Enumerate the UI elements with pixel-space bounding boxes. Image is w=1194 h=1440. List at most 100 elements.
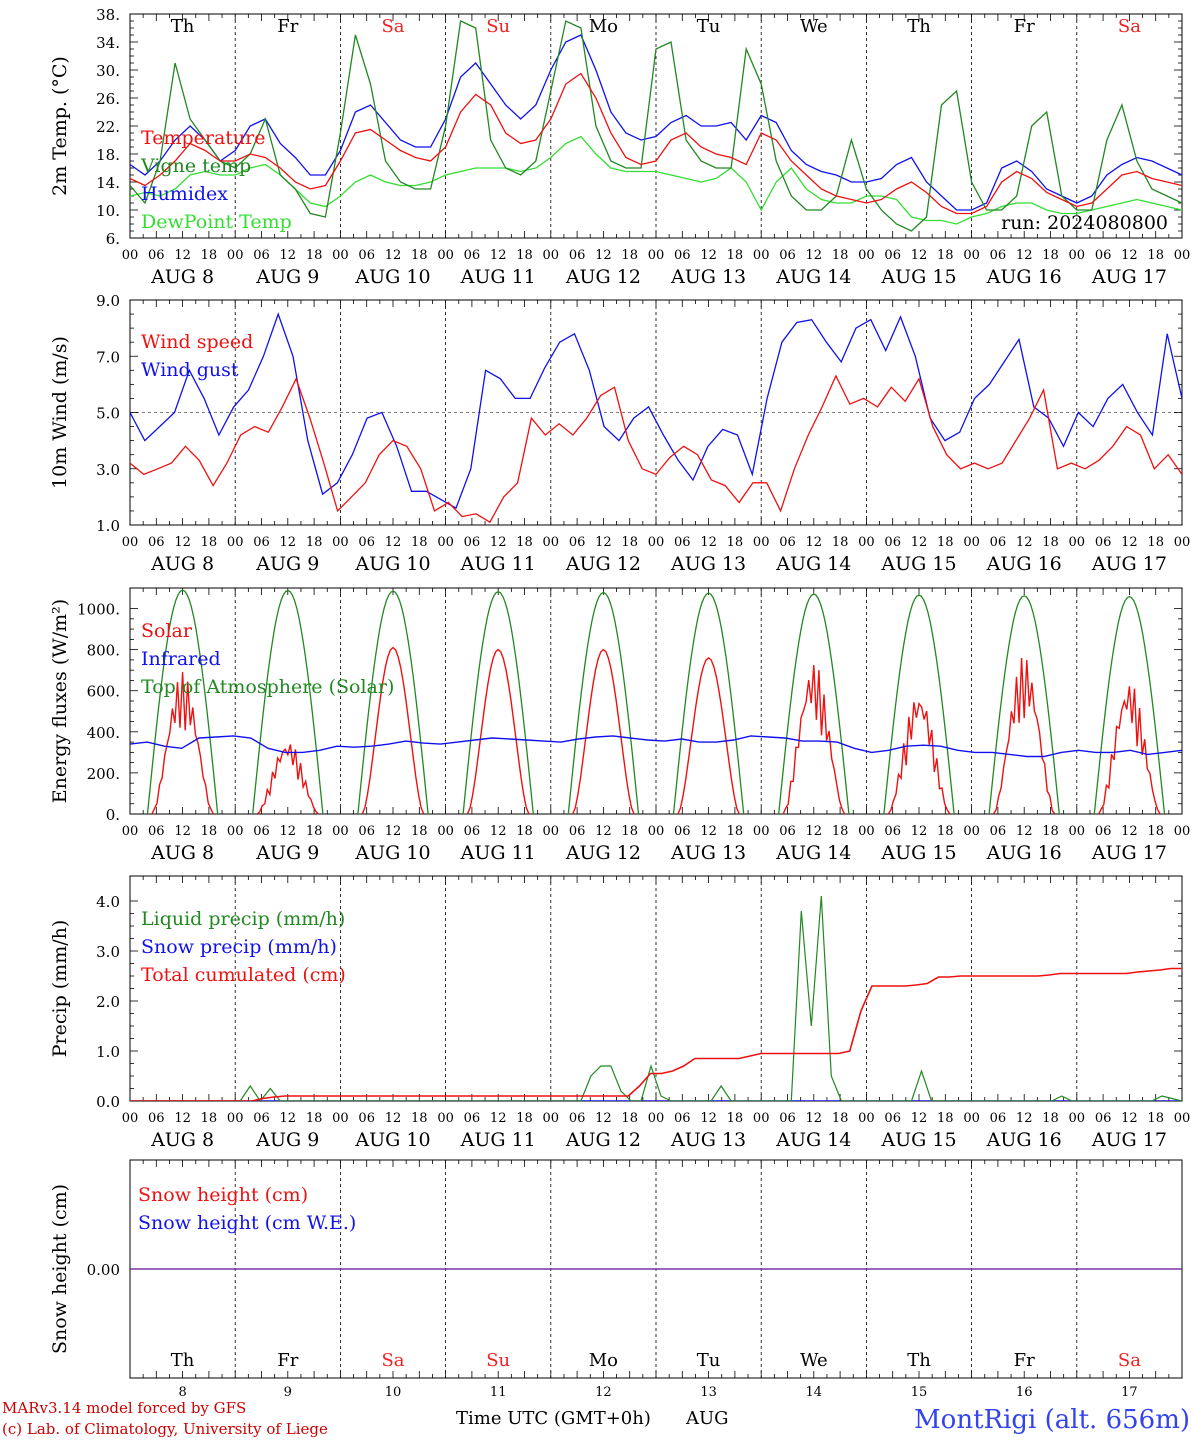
hour-label: 06	[990, 248, 1007, 263]
hour-label: 18	[411, 824, 428, 839]
date-label: AUG 17	[1091, 266, 1167, 288]
hour-label: 12	[1121, 535, 1138, 550]
hour-label: 18	[201, 1111, 218, 1126]
hour-label: 12	[1016, 824, 1033, 839]
hour-label: 00	[1174, 824, 1191, 839]
date-label: AUG 14	[775, 1129, 851, 1151]
hour-label: 00	[1174, 248, 1191, 263]
y-axis-label: Energy fluxes (W/m²)	[49, 599, 71, 803]
y-tick-label: 10.	[96, 202, 120, 220]
day-number-label: 15	[911, 1385, 928, 1400]
day-of-week-label: Th	[171, 1350, 195, 1371]
date-label: AUG 8	[150, 1129, 214, 1151]
hour-label: 06	[148, 824, 165, 839]
date-label: AUG 12	[565, 1129, 641, 1151]
hour-label: 00	[858, 1111, 875, 1126]
hour-label: 06	[990, 1111, 1007, 1126]
y-tick-label: 2.0	[96, 993, 120, 1011]
hour-label: 06	[779, 824, 796, 839]
solar-line	[361, 646, 425, 814]
legend-entry: Liquid precip (mm/h)	[141, 908, 345, 930]
y-axis-label: Precip (mm/h)	[49, 920, 71, 1058]
solar-line	[782, 665, 846, 814]
hour-label: 00	[227, 535, 244, 550]
date-label: AUG 12	[565, 553, 641, 575]
y-tick-label: 1.0	[96, 1043, 120, 1061]
y-tick-label: 14.	[96, 174, 120, 192]
y-tick-label: 18.	[96, 146, 120, 164]
hour-label: 00	[648, 535, 665, 550]
hour-label: 06	[884, 824, 901, 839]
hour-label: 18	[1042, 248, 1059, 263]
day-number-label: 11	[490, 1385, 507, 1400]
hour-label: 06	[884, 248, 901, 263]
hour-label: 18	[621, 824, 638, 839]
hour-label: 12	[174, 824, 191, 839]
station-name: MontRigi (alt. 656m)	[914, 1405, 1190, 1435]
hour-label: 06	[884, 1111, 901, 1126]
date-label: AUG 15	[880, 1129, 956, 1151]
y-tick-label: 26.	[96, 90, 120, 108]
day-of-week-label: Th	[171, 16, 195, 37]
hour-label: 06	[148, 1111, 165, 1126]
hour-label: 00	[543, 248, 560, 263]
hour-label: 18	[937, 824, 954, 839]
day-of-week-label: Fr	[1014, 1350, 1035, 1371]
hour-label: 18	[727, 824, 744, 839]
hour-label: 00	[648, 248, 665, 263]
hour-label: 12	[1121, 1111, 1138, 1126]
solar-line	[256, 744, 319, 814]
legend-entry: Top of Atmosphere (Solar)	[141, 676, 394, 698]
hour-label: 06	[779, 535, 796, 550]
date-label: AUG 17	[1091, 1129, 1167, 1151]
day-of-week-label: Sa	[1118, 16, 1141, 37]
y-axis-label: Snow height (cm)	[49, 1184, 71, 1354]
date-label: AUG 16	[986, 842, 1062, 864]
hour-label: 00	[1069, 535, 1086, 550]
hour-label: 12	[490, 535, 507, 550]
hour-label: 18	[621, 535, 638, 550]
day-number-label: 10	[385, 1385, 402, 1400]
hour-label: 06	[464, 248, 481, 263]
date-label: AUG 17	[1091, 553, 1167, 575]
hour-label: 06	[464, 1111, 481, 1126]
hour-label: 00	[122, 824, 139, 839]
day-of-week-label: Th	[907, 1350, 931, 1371]
hour-label: 00	[543, 1111, 560, 1126]
legend-entry: Temperature	[141, 127, 265, 149]
day-number-label: 14	[806, 1385, 823, 1400]
total-cumulated-line	[130, 967, 1182, 1101]
hour-label: 18	[201, 248, 218, 263]
hour-label: 18	[306, 1111, 323, 1126]
hour-label: 12	[806, 824, 823, 839]
date-label: AUG 15	[880, 842, 956, 864]
hour-label: 06	[1095, 248, 1112, 263]
legend-entry: Wind speed	[141, 331, 253, 353]
x-axis-title: Time UTC (GMT+0h)	[456, 1408, 651, 1429]
legend-entry: Humidex	[141, 183, 228, 205]
hour-label: 12	[280, 535, 297, 550]
day-number-label: 8	[178, 1385, 186, 1400]
y-tick-label: 3.0	[96, 461, 120, 479]
hour-label: 18	[1147, 1111, 1164, 1126]
date-label: AUG 13	[670, 266, 746, 288]
hour-label: 06	[253, 248, 270, 263]
solar-line	[466, 648, 530, 814]
hour-label: 18	[516, 1111, 533, 1126]
hour-label: 12	[490, 248, 507, 263]
hour-label: 12	[911, 824, 928, 839]
hour-label: 06	[990, 824, 1007, 839]
date-label: AUG 10	[354, 842, 430, 864]
hour-label: 06	[990, 535, 1007, 550]
hour-label: 12	[806, 248, 823, 263]
y-tick-label: 3.0	[96, 943, 120, 961]
date-label: AUG 16	[986, 553, 1062, 575]
hour-label: 00	[122, 248, 139, 263]
hour-label: 18	[516, 248, 533, 263]
day-of-week-label: Fr	[1014, 16, 1035, 37]
hour-label: 00	[753, 1111, 770, 1126]
hour-label: 00	[858, 535, 875, 550]
hour-label: 12	[700, 1111, 717, 1126]
day-of-week-label: Sa	[1118, 1350, 1141, 1371]
hour-label: 12	[700, 824, 717, 839]
